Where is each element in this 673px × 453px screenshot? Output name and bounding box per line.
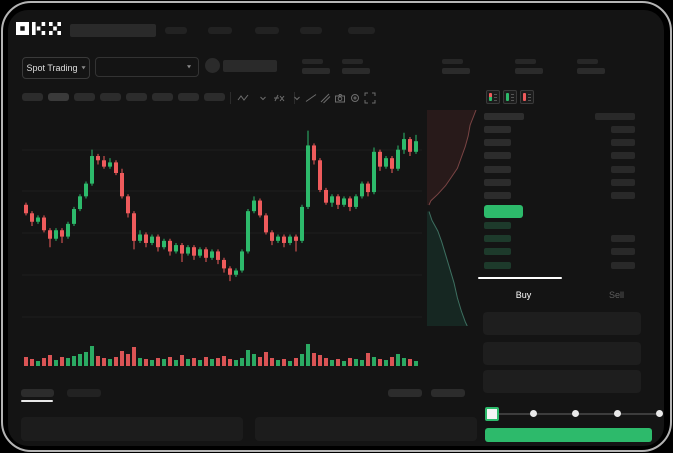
order-input-placeholder[interactable] [483,370,641,393]
stat-label-placeholder [515,59,536,64]
stat-value-placeholder [515,68,543,74]
volume-chart [24,344,418,366]
nav-item-placeholder[interactable] [255,27,279,34]
market-type-label: Spot Trading [26,63,78,73]
ask-amount-placeholder[interactable] [611,139,635,147]
tab-sell[interactable]: Sell [608,290,624,300]
pair-name-placeholder [223,60,277,72]
ask-amount-placeholder[interactable] [611,178,635,186]
stat-label-placeholder [302,59,323,64]
orderbook-header-price-label [484,113,524,120]
stat-value-placeholder [577,68,605,74]
orderbook-view-combined-book-icon[interactable] [486,90,500,104]
orderbook-view-bids-only-icon[interactable] [503,90,517,104]
nav-item-placeholder[interactable] [165,27,187,34]
bottom-tab-underline [21,400,53,402]
depth-chart [427,110,477,326]
ask-price-placeholder[interactable] [484,165,511,173]
bottom-right-tab[interactable] [388,389,422,397]
interval-button-placeholder[interactable] [126,93,147,101]
interval-button-placeholder[interactable] [74,93,95,101]
brand-title-placeholder [70,24,156,37]
slider-stop-dot[interactable] [530,410,537,417]
toolbar-divider [294,92,295,104]
interval-button-placeholder[interactable] [22,93,43,101]
stat-value-placeholder [302,68,330,74]
history-panel-placeholder [255,417,477,441]
fullscreen-icon[interactable] [363,91,377,105]
interval-button-placeholder[interactable] [100,93,121,101]
okx-logo[interactable] [16,22,62,36]
candlestick-chart[interactable] [22,112,422,336]
bottom-tab[interactable] [67,389,101,397]
ask-price-placeholder[interactable] [484,192,511,199]
order-input-placeholder[interactable] [483,342,641,365]
bid-price-placeholder[interactable] [484,222,511,229]
stat-label-placeholder [442,59,463,64]
bid-amount-placeholder[interactable] [611,261,635,269]
orders-panel-placeholder [21,417,243,441]
interval-zigzag-icon[interactable] [236,91,250,105]
pair-icon-placeholder[interactable] [205,58,220,73]
last-price-button[interactable] [484,205,523,218]
slider-handle[interactable] [485,407,499,421]
stat-label-placeholder [342,59,363,64]
ask-price-placeholder[interactable] [484,178,511,186]
chevron-down-icon: ▾ [186,63,191,71]
gear-icon[interactable] [348,91,362,105]
nav-item-placeholder[interactable] [300,27,322,34]
pair-select-dropdown[interactable]: ▾ [95,57,199,77]
bid-amount-placeholder[interactable] [611,235,635,243]
stat-label-placeholder [577,59,598,64]
ask-amount-placeholder[interactable] [611,126,635,133]
interval-button-placeholder[interactable] [204,93,225,101]
interval-button-placeholder[interactable] [178,93,199,101]
orderbook-header-amount-label [595,113,635,120]
ask-amount-placeholder[interactable] [611,165,635,173]
ask-price-placeholder[interactable] [484,126,511,133]
bottom-tab-active[interactable] [21,389,54,397]
bottom-right-tab[interactable] [431,389,465,397]
order-input-placeholder[interactable] [483,312,641,335]
slider-stop-dot[interactable] [614,410,621,417]
interval-button-placeholder[interactable] [152,93,173,101]
bid-price-placeholder[interactable] [484,235,511,243]
orderbook-view-asks-only-icon[interactable] [520,90,534,104]
bid-price-placeholder[interactable] [484,248,511,256]
chevron-down-icon[interactable] [290,91,304,105]
slider-stop-dot[interactable] [572,410,579,417]
chevron-down-icon: ▾ [81,64,86,72]
chevron-down-icon[interactable] [256,91,270,105]
active-tab-indicator [478,277,562,279]
stat-value-placeholder [442,68,470,74]
bid-price-placeholder[interactable] [484,261,511,269]
ask-price-placeholder[interactable] [484,152,511,160]
camera-icon[interactable] [333,91,347,105]
interval-button-placeholder[interactable] [48,93,69,101]
slider-stop-dot[interactable] [656,410,663,417]
ask-price-placeholder[interactable] [484,139,511,147]
trendline-icon[interactable] [304,91,318,105]
market-type-dropdown[interactable]: Spot Trading ▾ [22,57,90,79]
draw-pencil-icon[interactable] [318,91,332,105]
bid-amount-placeholder[interactable] [611,248,635,256]
nav-item-placeholder[interactable] [348,27,375,34]
tab-buy[interactable]: Buy [515,290,532,300]
ask-amount-placeholder[interactable] [611,152,635,160]
toolbar-divider [230,92,231,104]
ask-amount-placeholder[interactable] [611,192,635,199]
app-window: Spot Trading ▾ ▾ Buy Sell [8,10,664,446]
stat-value-placeholder [342,68,370,74]
submit-order-button[interactable] [485,428,652,442]
indicators-fx-icon[interactable] [272,91,286,105]
nav-item-placeholder[interactable] [208,27,232,34]
